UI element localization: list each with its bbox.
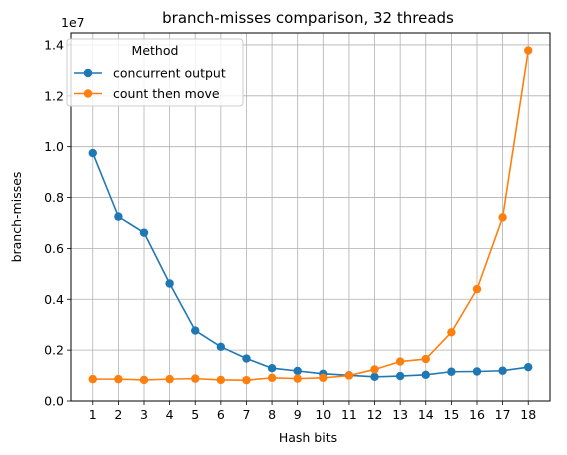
x-tick-label: 8 <box>268 407 276 422</box>
data-point <box>139 228 149 237</box>
y-axis-ticks: 0.0 0.2 0.4 0.6 0.8 1.0 1.2 1.4 <box>44 37 71 409</box>
data-point <box>319 373 328 383</box>
x-tick-label: 4 <box>166 407 174 422</box>
y-axis-offset-label: 1e7 <box>61 15 85 30</box>
data-point <box>242 354 251 363</box>
x-tick-label: 9 <box>294 407 302 422</box>
data-point <box>447 328 456 337</box>
data-point <box>524 46 533 55</box>
data-point <box>216 375 226 385</box>
x-tick-label: 5 <box>191 407 199 422</box>
legend-item: count then move <box>74 86 220 101</box>
data-point <box>472 367 482 376</box>
data-point <box>344 371 354 380</box>
data-point <box>165 374 174 384</box>
series-layer <box>88 46 533 385</box>
x-tick-label: 6 <box>217 407 225 422</box>
x-axis-ticks: 1 2 3 4 5 6 7 8 9 10 11 12 13 14 15 16 17 18 <box>89 401 536 422</box>
y-tick-label: 0.0 <box>44 394 64 409</box>
data-point <box>88 148 97 158</box>
series-line <box>92 152 529 378</box>
data-point <box>139 375 149 385</box>
x-tick-label: 14 <box>418 407 434 422</box>
data-point <box>498 213 507 222</box>
data-point <box>421 354 430 364</box>
y-axis-label: branch-misses <box>9 172 24 263</box>
x-tick-label: 13 <box>392 407 408 422</box>
legend-box <box>66 38 244 107</box>
data-point <box>370 365 379 374</box>
legend-title: Method <box>132 43 179 58</box>
data-point <box>370 372 379 382</box>
data-point <box>524 362 533 372</box>
data-point <box>395 371 405 381</box>
y-tick-label: 1.2 <box>44 88 64 103</box>
x-tick-label: 11 <box>341 407 357 422</box>
x-tick-label: 7 <box>242 407 250 422</box>
legend-label: count then move <box>113 86 220 101</box>
y-tick-label: 0.6 <box>44 241 64 256</box>
y-tick-label: 1.0 <box>44 139 64 154</box>
legend-label: concurrent output <box>113 66 226 81</box>
y-tick-label: 1.4 <box>44 37 64 52</box>
series-group <box>88 46 533 385</box>
data-point <box>293 366 302 376</box>
data-point <box>216 342 226 352</box>
data-point <box>421 370 430 380</box>
x-tick-label: 17 <box>495 407 511 422</box>
data-point <box>242 375 251 385</box>
data-point <box>267 363 277 373</box>
x-axis-label: Hash bits <box>279 430 337 445</box>
data-point <box>395 357 405 366</box>
x-tick-label: 3 <box>140 407 148 422</box>
data-point <box>165 279 174 288</box>
legend-item: concurrent output <box>74 66 226 81</box>
x-tick-label: 18 <box>520 407 536 422</box>
legend-marker <box>83 68 93 78</box>
data-point <box>114 212 123 221</box>
data-point <box>498 366 507 375</box>
x-tick-label: 10 <box>315 407 331 422</box>
data-point <box>447 367 456 376</box>
data-point <box>88 374 97 384</box>
y-tick-label: 0.4 <box>44 292 64 307</box>
x-tick-label: 16 <box>469 407 485 422</box>
data-point <box>114 374 123 384</box>
data-point <box>293 374 302 383</box>
x-tick-label: 2 <box>114 407 122 422</box>
y-tick-label: 0.8 <box>44 190 64 205</box>
x-tick-label: 12 <box>367 407 383 422</box>
x-tick-label: 1 <box>89 407 97 422</box>
legend-marker <box>83 89 93 98</box>
x-tick-label: 15 <box>443 407 459 422</box>
legend: Method concurrent output count then move <box>66 38 244 107</box>
chart-title: branch-misses comparison, 32 threads <box>162 9 454 27</box>
y-tick-label: 0.2 <box>44 343 64 358</box>
data-point <box>472 284 482 294</box>
series-line <box>92 50 530 381</box>
plot-area-frame <box>70 32 551 402</box>
data-point <box>191 326 200 335</box>
series-group <box>88 148 533 382</box>
data-point <box>191 374 200 383</box>
data-point <box>267 373 277 383</box>
